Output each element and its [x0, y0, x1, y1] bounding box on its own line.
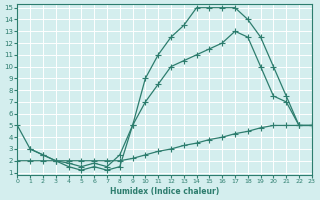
X-axis label: Humidex (Indice chaleur): Humidex (Indice chaleur)	[110, 187, 219, 196]
